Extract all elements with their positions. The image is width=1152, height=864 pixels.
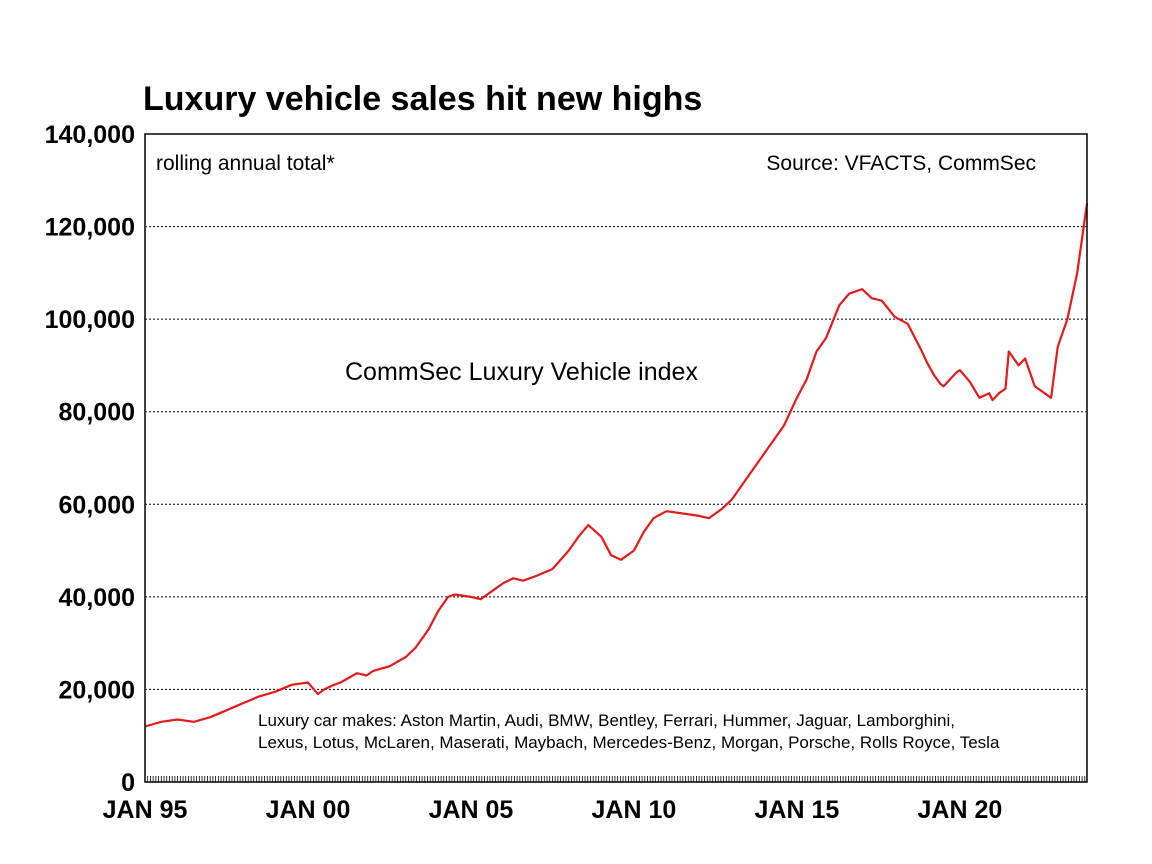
x-tick-label: JAN 00 — [266, 796, 351, 824]
y-tick-label: 120,000 — [45, 214, 135, 242]
series-label: CommSec Luxury Vehicle index — [345, 358, 698, 386]
y-tick-label: 140,000 — [45, 121, 135, 149]
x-tick-label: JAN 15 — [755, 796, 840, 824]
luxury-vehicle-index-line — [144, 203, 1089, 728]
grid-lines — [145, 226, 1087, 690]
x-tick-label: JAN 95 — [103, 796, 188, 824]
plot-frame — [144, 133, 1088, 783]
y-tick-label: 60,000 — [59, 491, 135, 519]
x-tick-label: JAN 05 — [429, 796, 514, 824]
y-tick-label: 40,000 — [59, 584, 135, 612]
footnote-line-2: Lexus, Lotus, McLaren, Maserati, Maybach… — [258, 733, 1000, 752]
chart-title: Luxury vehicle sales hit new highs — [143, 80, 702, 118]
y-tick-label: 100,000 — [45, 306, 135, 334]
y-tick-label: 0 — [121, 769, 135, 797]
x-tick-label: JAN 10 — [592, 796, 677, 824]
x-minor-ticks — [144, 776, 1086, 782]
y-tick-label: 20,000 — [59, 676, 135, 704]
source-label: Source: VFACTS, CommSec — [766, 152, 1036, 175]
y-tick-label: 80,000 — [59, 399, 135, 427]
x-tick-label: JAN 20 — [917, 796, 1002, 824]
subtitle-label: rolling annual total* — [156, 152, 335, 175]
footnote-line-1: Luxury car makes: Aston Martin, Audi, BM… — [258, 711, 955, 730]
x-axis-ticks: JAN 95 JAN 00 JAN 05 JAN 10 JAN 15 JAN 20 — [103, 796, 1003, 824]
y-axis-ticks: 0 20,000 40,000 60,000 80,000 100,000 120,000 1… — [45, 121, 135, 797]
